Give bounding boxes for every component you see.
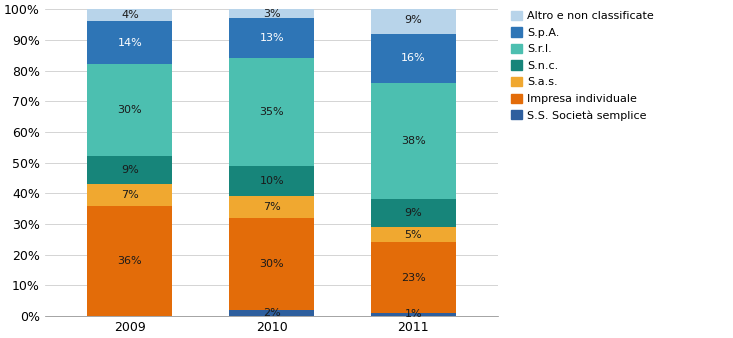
Text: 1%: 1%: [405, 309, 422, 319]
Bar: [371, 83, 456, 199]
Bar: [229, 166, 314, 196]
Text: 10%: 10%: [259, 176, 284, 186]
Text: 38%: 38%: [401, 136, 426, 146]
Text: 2%: 2%: [263, 308, 281, 318]
Text: 9%: 9%: [405, 208, 422, 218]
Bar: [371, 227, 456, 242]
Bar: [87, 206, 172, 316]
Bar: [87, 21, 172, 65]
Bar: [371, 242, 456, 313]
Text: 4%: 4%: [121, 10, 139, 20]
Bar: [229, 18, 314, 58]
Bar: [229, 310, 314, 316]
Bar: [371, 313, 456, 316]
Text: 9%: 9%: [405, 15, 422, 25]
Bar: [229, 58, 314, 166]
Bar: [87, 156, 172, 184]
Text: 13%: 13%: [259, 33, 284, 43]
Bar: [371, 34, 456, 83]
Bar: [229, 196, 314, 218]
Bar: [87, 65, 172, 156]
Text: 7%: 7%: [263, 202, 281, 212]
Text: 23%: 23%: [401, 273, 426, 283]
Text: 14%: 14%: [117, 38, 142, 48]
Legend: Altro e non classificate, S.p.A., S.r.l., S.n.c., S.a.s., Impresa individuale, S: Altro e non classificate, S.p.A., S.r.l.…: [509, 8, 656, 123]
Text: 30%: 30%: [117, 105, 142, 115]
Bar: [229, 9, 314, 18]
Text: 16%: 16%: [401, 53, 426, 63]
Text: 3%: 3%: [263, 9, 281, 19]
Text: 7%: 7%: [121, 190, 139, 200]
Text: 9%: 9%: [121, 165, 139, 175]
Text: 36%: 36%: [117, 256, 142, 266]
Text: 30%: 30%: [259, 259, 284, 269]
Bar: [87, 184, 172, 206]
Text: 35%: 35%: [259, 107, 284, 117]
Bar: [229, 218, 314, 310]
Text: 5%: 5%: [405, 230, 422, 240]
Bar: [371, 199, 456, 227]
Bar: [371, 6, 456, 34]
Bar: [87, 9, 172, 21]
